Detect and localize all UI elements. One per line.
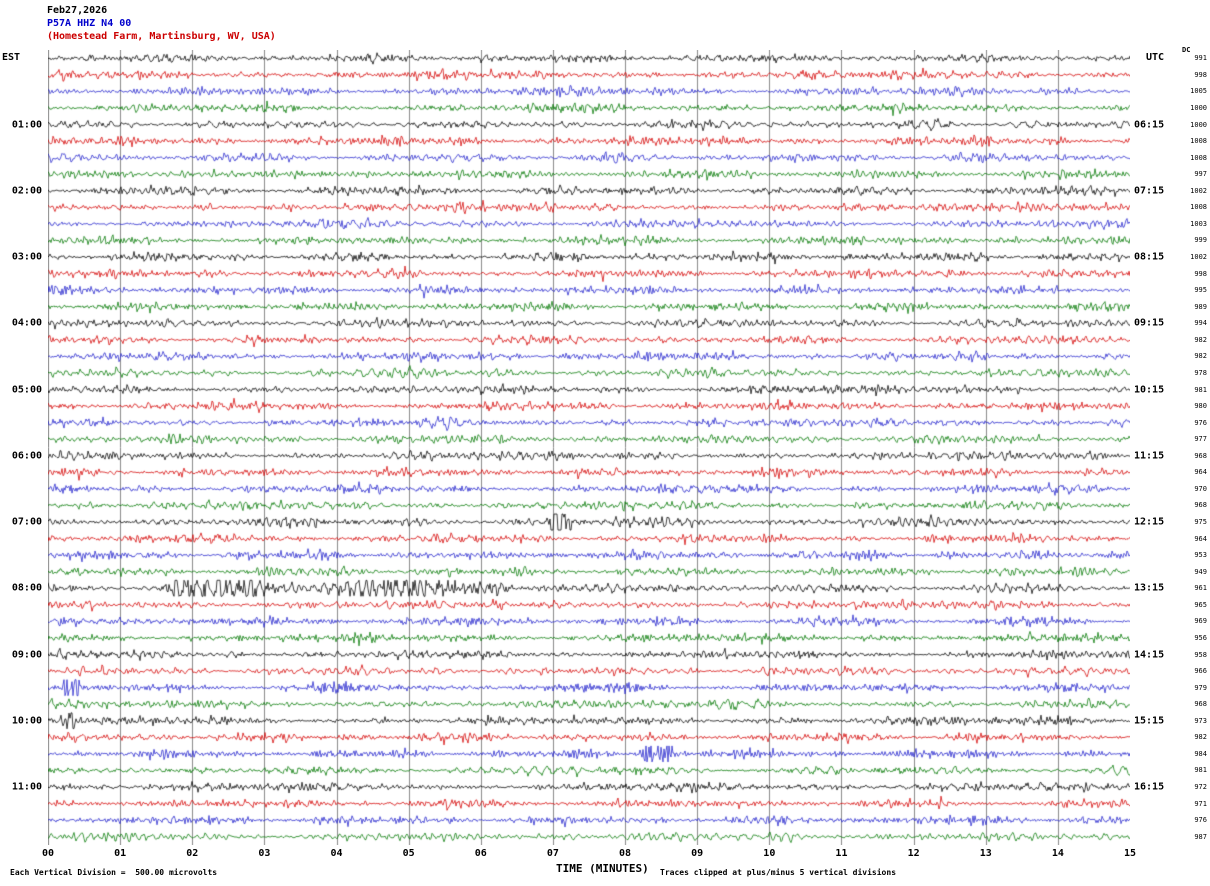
- dc-value: 998: [1194, 269, 1207, 278]
- x-tick-label: 12: [907, 848, 920, 859]
- dc-value: 982: [1194, 352, 1207, 361]
- dc-value: 1002: [1190, 253, 1207, 262]
- dc-column-label: DC: [1182, 46, 1191, 54]
- header-station: P57A HHZ N4 00: [47, 18, 132, 29]
- dc-value: 977: [1194, 435, 1207, 444]
- left-hour-label: 03:00: [11, 251, 42, 263]
- x-tick-label: 14: [1051, 848, 1064, 859]
- dc-value: 976: [1194, 816, 1207, 825]
- x-tick-label: 06: [474, 848, 487, 859]
- header-location: (Homestead Farm, Martinsburg, WV, USA): [47, 31, 276, 42]
- clip-note: Traces clipped at plus/minus 5 vertical …: [660, 868, 897, 877]
- right-hour-label: 11:15: [1134, 450, 1165, 462]
- x-axis-title: TIME (MINUTES): [556, 862, 649, 875]
- right-hour-label: 13:15: [1134, 582, 1165, 594]
- right-hour-label: 07:15: [1134, 185, 1165, 197]
- dc-value: 989: [1194, 302, 1207, 311]
- dc-value: 976: [1194, 418, 1207, 427]
- right-hour-label: 10:15: [1134, 384, 1165, 396]
- dc-value: 961: [1194, 584, 1207, 593]
- dc-value: 978: [1194, 368, 1207, 377]
- dc-value: 949: [1194, 567, 1207, 576]
- header-date: Feb27,2026: [47, 5, 108, 16]
- right-hour-label: 15:15: [1134, 715, 1165, 727]
- dc-value: 997: [1194, 170, 1207, 179]
- dc-value: 991: [1194, 54, 1207, 63]
- dc-value: 981: [1194, 385, 1207, 394]
- dc-value: 984: [1194, 749, 1207, 758]
- left-hour-label: 11:00: [11, 781, 42, 793]
- left-hour-label: 07:00: [11, 516, 42, 528]
- x-tick-label: 13: [979, 848, 992, 859]
- left-hour-label: 10:00: [11, 715, 42, 727]
- dc-value: 971: [1194, 799, 1207, 808]
- right-hour-label: 16:15: [1134, 781, 1165, 793]
- x-tick-label: 05: [402, 848, 415, 859]
- x-tick-label: 02: [186, 848, 199, 859]
- left-hour-label: 05:00: [11, 384, 42, 396]
- dc-value: 1000: [1190, 103, 1207, 112]
- dc-value: 982: [1194, 733, 1207, 742]
- dc-value: 1008: [1190, 137, 1207, 146]
- dc-value: 964: [1194, 468, 1207, 477]
- left-hour-label: 09:00: [11, 649, 42, 661]
- x-tick-label: 08: [619, 848, 632, 859]
- dc-value: 987: [1194, 832, 1207, 841]
- dc-value: 970: [1194, 484, 1207, 493]
- x-tick-label: 09: [691, 848, 704, 859]
- dc-value: 1008: [1190, 203, 1207, 212]
- dc-value: 979: [1194, 683, 1207, 692]
- dc-value: 958: [1194, 650, 1207, 659]
- x-tick-label: 10: [763, 848, 776, 859]
- x-tick-label: 15: [1123, 848, 1137, 859]
- left-hour-label: 01:00: [11, 119, 42, 131]
- dc-value: 975: [1194, 518, 1207, 527]
- x-tick-label: 07: [546, 848, 559, 859]
- seismogram-traces: [48, 50, 1130, 845]
- dc-value: 981: [1194, 766, 1207, 775]
- scale-note: Each Vertical Division = 500.00 microvol…: [10, 868, 218, 877]
- right-axis-label: UTC: [1146, 52, 1165, 63]
- dc-value: 1002: [1190, 186, 1207, 195]
- left-axis-label: EST: [2, 52, 21, 63]
- dc-value: 1003: [1190, 219, 1207, 228]
- x-tick-label: 00: [41, 848, 55, 859]
- dc-value: 953: [1194, 551, 1207, 560]
- x-tick-label: 04: [330, 848, 343, 859]
- left-hour-label: 06:00: [11, 450, 42, 462]
- right-hour-label: 06:15: [1134, 119, 1165, 131]
- dc-value: 966: [1194, 667, 1207, 676]
- dc-value: 968: [1194, 501, 1207, 510]
- left-hour-label: 08:00: [11, 582, 42, 594]
- dc-value: 965: [1194, 600, 1207, 609]
- x-tick-label: 11: [835, 848, 848, 859]
- dc-value: 1008: [1190, 153, 1207, 162]
- dc-value: 999: [1194, 236, 1207, 245]
- dc-value: 964: [1194, 534, 1207, 543]
- dc-value: 1005: [1190, 87, 1207, 96]
- left-hour-label: 02:00: [11, 185, 42, 197]
- dc-value: 969: [1194, 617, 1207, 626]
- dc-value: 972: [1194, 783, 1207, 792]
- dc-value: 973: [1194, 716, 1207, 725]
- right-hour-label: 08:15: [1134, 251, 1165, 263]
- dc-value: 980: [1194, 402, 1207, 411]
- dc-value: 1000: [1190, 120, 1207, 129]
- right-hour-label: 14:15: [1134, 649, 1165, 661]
- dc-value: 982: [1194, 335, 1207, 344]
- right-hour-label: 12:15: [1134, 516, 1165, 528]
- dc-value: 956: [1194, 633, 1207, 642]
- dc-value: 994: [1194, 319, 1207, 328]
- dc-value: 995: [1194, 286, 1207, 295]
- x-tick-label: 03: [258, 848, 271, 859]
- right-hour-label: 09:15: [1134, 317, 1165, 329]
- dc-value: 968: [1194, 451, 1207, 460]
- left-hour-label: 04:00: [11, 317, 42, 329]
- x-tick-label: 01: [114, 848, 127, 859]
- dc-value: 998: [1194, 70, 1207, 79]
- dc-value: 968: [1194, 700, 1207, 709]
